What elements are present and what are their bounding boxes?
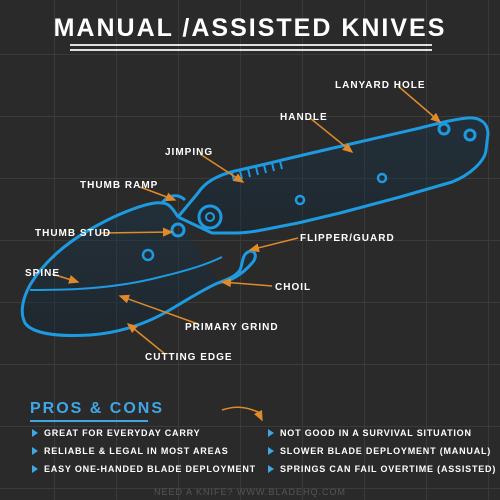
bullet-icon (32, 465, 38, 473)
label-cutting-edge: CUTTING EDGE (145, 352, 233, 363)
label-jimping: JIMPING (165, 147, 213, 158)
pro-text: RELIABLE & LEGAL IN MOST AREAS (44, 446, 229, 456)
title-underline-1 (70, 44, 432, 46)
label-thumb-stud: THUMB STUD (35, 228, 111, 239)
bullet-icon (268, 447, 274, 455)
label-handle: HANDLE (280, 112, 328, 123)
footer-text: NEED A KNIFE? WWW.BLADEHQ.COM (154, 487, 346, 497)
con-item: NOT GOOD IN A SURVIVAL SITUATION (268, 428, 472, 438)
pros-cons-title: PROS & CONS (30, 400, 164, 418)
pro-item: RELIABLE & LEGAL IN MOST AREAS (32, 446, 229, 456)
label-spine: SPINE (25, 268, 60, 279)
label-primary-grind: PRIMARY GRIND (185, 322, 279, 333)
title-underline-2 (70, 49, 432, 51)
bullet-icon (268, 465, 274, 473)
thumb-ramp (162, 196, 185, 203)
con-item: SPRINGS CAN FAIL OVERTIME (ASSISTED) (268, 464, 496, 474)
bullet-icon (268, 429, 274, 437)
label-thumb-ramp: THUMB RAMP (80, 180, 158, 191)
handle-outline (178, 118, 488, 233)
pros-cons-underline (30, 420, 148, 422)
bullet-icon (32, 429, 38, 437)
label-choil: CHOIL (275, 282, 311, 293)
pro-item: EASY ONE-HANDED BLADE DEPLOYMENT (32, 464, 256, 474)
pro-text: EASY ONE-HANDED BLADE DEPLOYMENT (44, 464, 256, 474)
pro-item: GREAT FOR EVERYDAY CARRY (32, 428, 200, 438)
pro-text: GREAT FOR EVERYDAY CARRY (44, 428, 200, 438)
bullet-icon (32, 447, 38, 455)
con-text: NOT GOOD IN A SURVIVAL SITUATION (280, 428, 472, 438)
con-text: SPRINGS CAN FAIL OVERTIME (ASSISTED) (280, 464, 496, 474)
con-text: SLOWER BLADE DEPLOYMENT (MANUAL) (280, 446, 491, 456)
label-flipper-guard: FLIPPER/GUARD (300, 233, 395, 244)
page-title: MANUAL /ASSISTED KNIVES (0, 14, 500, 43)
label-lanyard-hole: LANYARD HOLE (335, 80, 426, 91)
con-item: SLOWER BLADE DEPLOYMENT (MANUAL) (268, 446, 491, 456)
